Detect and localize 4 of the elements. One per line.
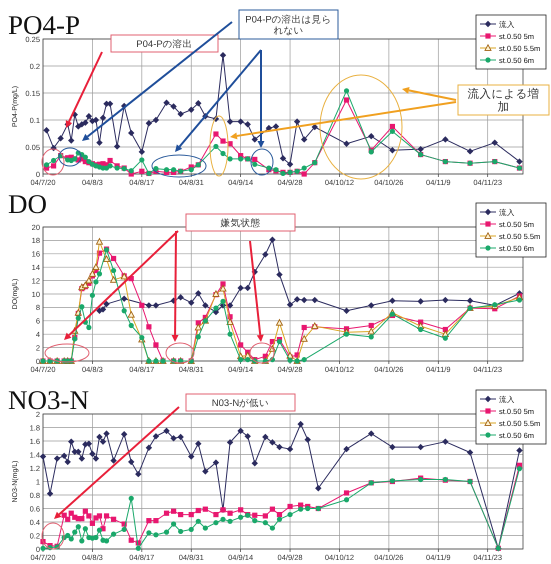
annotation: 嫌気状態 xyxy=(220,216,260,229)
annotation: P04-Pの溶出 xyxy=(136,38,193,50)
annotation: 流入による増加 xyxy=(468,86,540,114)
chart-title: DO xyxy=(8,189,47,219)
